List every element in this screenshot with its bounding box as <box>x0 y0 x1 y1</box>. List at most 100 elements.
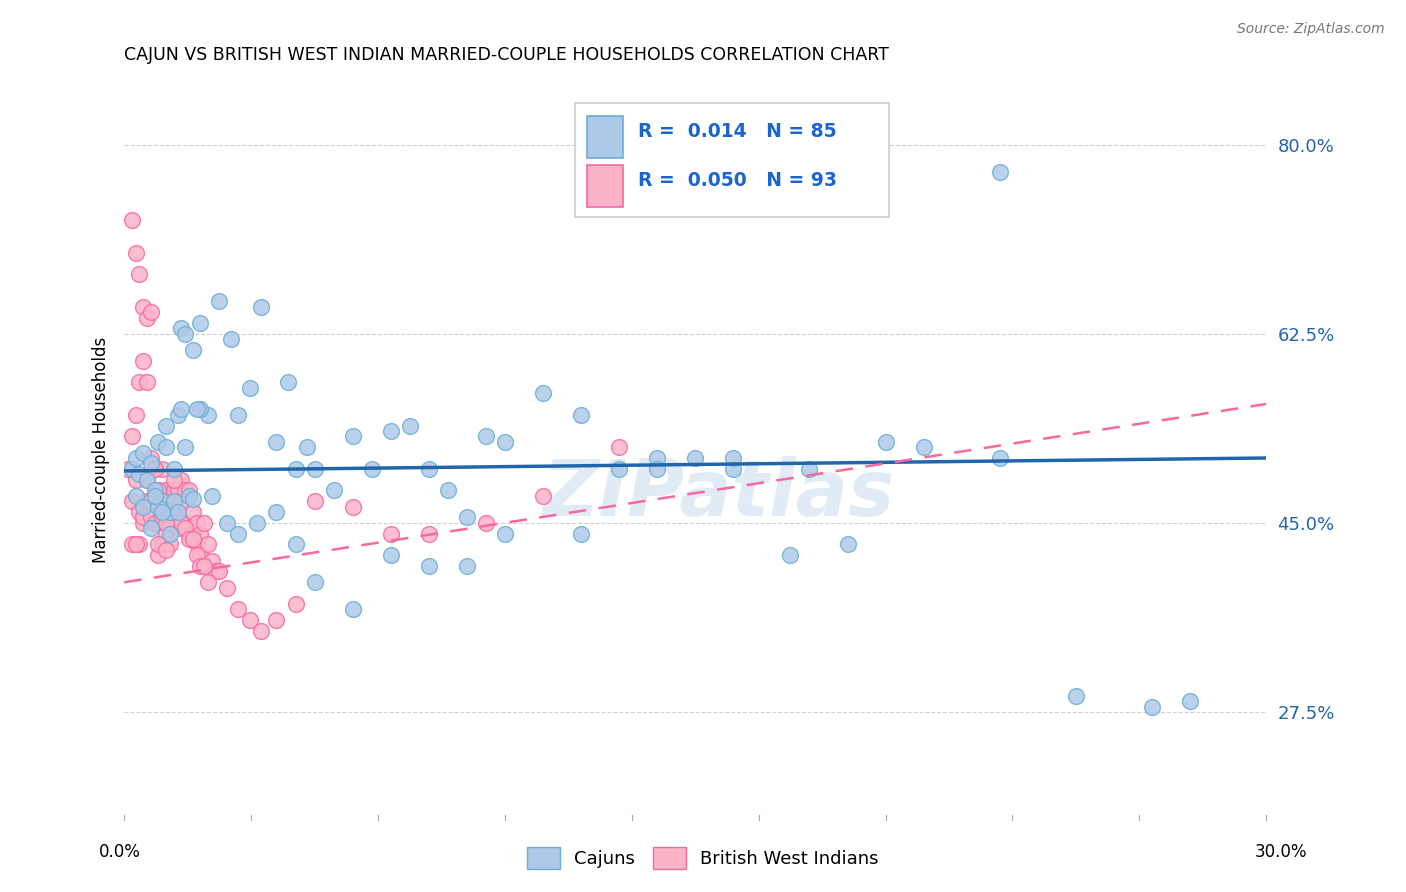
Point <box>124 450 146 465</box>
Point <box>266 505 288 519</box>
Point <box>136 376 159 390</box>
Point <box>186 537 208 551</box>
Point <box>174 440 197 454</box>
Point <box>322 483 344 498</box>
Point <box>163 516 186 530</box>
Point <box>148 548 170 562</box>
Point <box>190 316 212 330</box>
Text: 0.0%: 0.0% <box>98 843 141 861</box>
Point <box>163 510 186 524</box>
Point <box>148 483 170 498</box>
Point <box>136 310 159 325</box>
Point <box>117 462 139 476</box>
Point <box>139 305 162 319</box>
Point <box>132 300 155 314</box>
Point <box>139 510 162 524</box>
Point <box>166 408 188 422</box>
Point <box>128 376 150 390</box>
Point <box>159 537 181 551</box>
Point <box>181 505 204 519</box>
Point <box>304 494 326 508</box>
Point <box>912 440 935 454</box>
Point <box>723 450 745 465</box>
Point <box>398 418 420 433</box>
Point <box>531 386 554 401</box>
Point <box>277 376 299 390</box>
Point <box>148 483 170 498</box>
FancyBboxPatch shape <box>575 103 890 217</box>
Point <box>170 473 193 487</box>
Point <box>150 494 173 508</box>
Point <box>174 483 197 498</box>
Point <box>124 473 146 487</box>
Point <box>150 462 173 476</box>
Point <box>163 462 186 476</box>
Point <box>569 526 592 541</box>
Point <box>304 462 326 476</box>
Point <box>177 526 200 541</box>
Point <box>143 516 166 530</box>
Point <box>166 483 188 498</box>
Point <box>1178 694 1201 708</box>
Text: R =  0.050   N = 93: R = 0.050 N = 93 <box>638 171 837 190</box>
Point <box>177 483 200 498</box>
Point <box>266 434 288 449</box>
Point <box>215 516 238 530</box>
Point <box>143 483 166 498</box>
Point <box>170 516 193 530</box>
Point <box>683 450 706 465</box>
Point <box>475 516 498 530</box>
Point <box>150 510 173 524</box>
Point <box>197 575 219 590</box>
Point <box>150 537 173 551</box>
Point <box>204 565 226 579</box>
Point <box>645 462 668 476</box>
Point <box>177 489 200 503</box>
Point <box>136 494 159 508</box>
Point <box>380 424 402 438</box>
Point <box>132 516 155 530</box>
Point <box>163 494 186 508</box>
Point <box>228 602 250 616</box>
Point <box>143 462 166 476</box>
Point <box>418 559 440 574</box>
Point <box>163 473 186 487</box>
Point <box>186 516 208 530</box>
Point <box>159 526 181 541</box>
Point <box>250 624 273 638</box>
Point <box>988 450 1011 465</box>
Point <box>342 429 364 443</box>
Point <box>148 434 170 449</box>
Point <box>159 516 181 530</box>
Point <box>181 532 204 546</box>
Point <box>284 462 307 476</box>
Point <box>645 450 668 465</box>
Point <box>177 532 200 546</box>
Point <box>342 602 364 616</box>
Legend: Cajuns, British West Indians: Cajuns, British West Indians <box>519 838 887 879</box>
Point <box>186 548 208 562</box>
Point <box>121 429 143 443</box>
Point <box>219 332 242 346</box>
Point <box>360 462 382 476</box>
Point <box>988 164 1011 178</box>
Point <box>1064 689 1087 703</box>
Point <box>132 445 155 459</box>
Point <box>266 613 288 627</box>
Point <box>250 300 273 314</box>
Point <box>143 489 166 503</box>
Point <box>380 548 402 562</box>
Point <box>456 510 478 524</box>
Y-axis label: Married-couple Households: Married-couple Households <box>93 337 110 563</box>
Point <box>174 521 197 535</box>
Point <box>228 408 250 422</box>
Point <box>342 500 364 514</box>
Point <box>208 565 231 579</box>
Point <box>181 343 204 357</box>
Point <box>155 483 177 498</box>
Point <box>155 440 177 454</box>
Point <box>181 526 204 541</box>
Point <box>197 408 219 422</box>
Point <box>128 505 150 519</box>
Point <box>155 516 177 530</box>
